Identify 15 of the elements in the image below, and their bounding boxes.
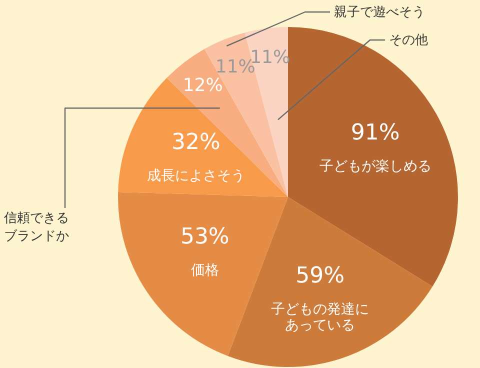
slice-label: 子どもが楽しめる <box>319 158 432 174</box>
slice-label: 信頼できるブランドか <box>4 211 69 244</box>
data-label: 32% <box>172 130 220 155</box>
data-label: 12% <box>182 74 223 96</box>
pie-slice <box>228 197 433 367</box>
slice-label: 子どもの発達にあっている <box>271 302 370 334</box>
pie-slice <box>288 27 458 287</box>
slice-label: 親子で遊べそう <box>334 5 425 20</box>
data-label: 53% <box>180 224 230 250</box>
pie-slice <box>118 78 288 197</box>
data-label: 91% <box>350 120 400 146</box>
slice-label: 成長によさそう <box>147 168 246 184</box>
data-label: 59% <box>296 264 345 289</box>
slice-label: その他 <box>389 33 428 48</box>
slice-label: 価格 <box>190 262 219 279</box>
